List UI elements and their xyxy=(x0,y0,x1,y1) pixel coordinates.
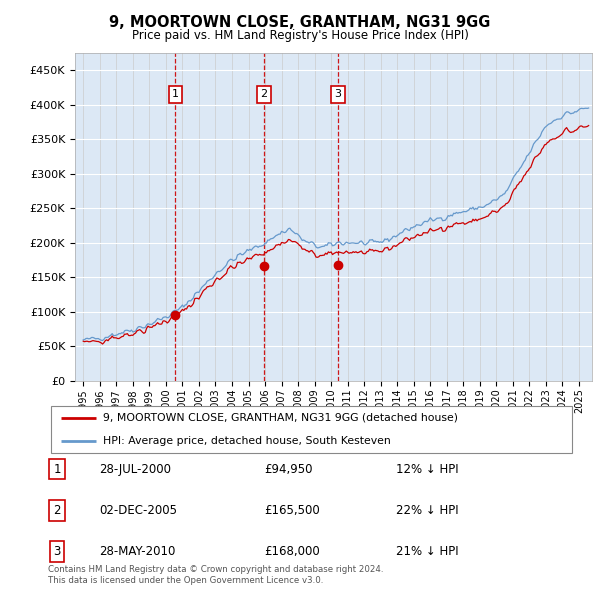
Text: 1: 1 xyxy=(172,90,179,100)
Text: 02-DEC-2005: 02-DEC-2005 xyxy=(99,504,177,517)
FancyBboxPatch shape xyxy=(50,406,572,453)
Text: Contains HM Land Registry data © Crown copyright and database right 2024.: Contains HM Land Registry data © Crown c… xyxy=(48,565,383,574)
Text: This data is licensed under the Open Government Licence v3.0.: This data is licensed under the Open Gov… xyxy=(48,576,323,585)
Text: Price paid vs. HM Land Registry's House Price Index (HPI): Price paid vs. HM Land Registry's House … xyxy=(131,30,469,42)
Text: 3: 3 xyxy=(53,545,61,558)
Text: 9, MOORTOWN CLOSE, GRANTHAM, NG31 9GG (detached house): 9, MOORTOWN CLOSE, GRANTHAM, NG31 9GG (d… xyxy=(103,412,458,422)
Text: HPI: Average price, detached house, South Kesteven: HPI: Average price, detached house, Sout… xyxy=(103,437,391,447)
Text: 22% ↓ HPI: 22% ↓ HPI xyxy=(396,504,458,517)
Text: 9, MOORTOWN CLOSE, GRANTHAM, NG31 9GG: 9, MOORTOWN CLOSE, GRANTHAM, NG31 9GG xyxy=(109,15,491,30)
Text: 3: 3 xyxy=(334,90,341,100)
Text: 1: 1 xyxy=(53,463,61,476)
Text: 12% ↓ HPI: 12% ↓ HPI xyxy=(396,463,458,476)
Text: 2: 2 xyxy=(53,504,61,517)
Text: 2: 2 xyxy=(260,90,267,100)
Text: 28-JUL-2000: 28-JUL-2000 xyxy=(99,463,171,476)
Text: £165,500: £165,500 xyxy=(264,504,320,517)
Text: £168,000: £168,000 xyxy=(264,545,320,558)
Text: 21% ↓ HPI: 21% ↓ HPI xyxy=(396,545,458,558)
Text: £94,950: £94,950 xyxy=(264,463,313,476)
Text: 28-MAY-2010: 28-MAY-2010 xyxy=(99,545,175,558)
